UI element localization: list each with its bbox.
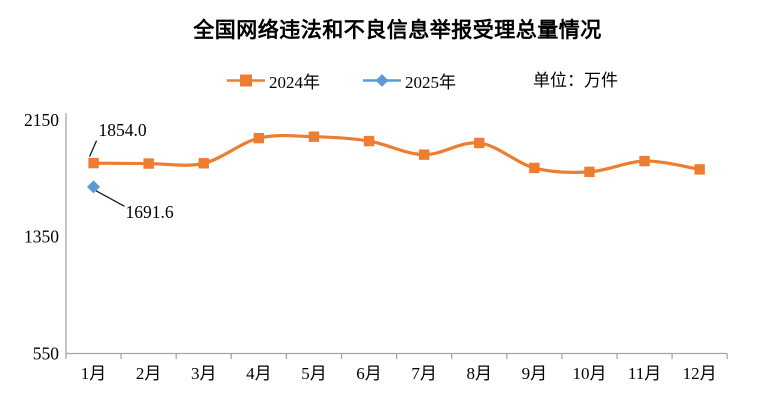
x-axis-label: 7月 bbox=[411, 364, 437, 383]
x-axis-label: 4月 bbox=[246, 364, 272, 383]
series-2024-marker bbox=[694, 164, 705, 175]
x-axis-label: 12月 bbox=[683, 364, 717, 383]
x-axis-label: 9月 bbox=[522, 364, 548, 383]
annotation-label: 1691.6 bbox=[126, 202, 174, 222]
legend-square-marker-icon bbox=[227, 74, 265, 87]
series-2024-marker bbox=[143, 158, 154, 169]
series-2024-marker bbox=[88, 157, 99, 169]
series-2024-marker bbox=[308, 131, 320, 142]
x-axis-label: 8月 bbox=[467, 364, 493, 383]
legend-item-2024: 2024年 bbox=[227, 68, 320, 93]
legend-label-2024: 2024年 bbox=[269, 73, 320, 92]
y-tick-label: 2150 bbox=[24, 110, 59, 130]
unit-label: 单位：万件 bbox=[533, 71, 618, 90]
series-2024-marker bbox=[639, 155, 650, 167]
series-2024-marker bbox=[198, 158, 209, 169]
legend-diamond-marker-icon bbox=[363, 74, 401, 87]
series-2024-line bbox=[91, 133, 702, 175]
legend-label-2025: 2025年 bbox=[405, 73, 456, 92]
x-axis-label: 1月 bbox=[81, 364, 107, 383]
series-2024-marker bbox=[584, 166, 595, 178]
chart-title: 全国网络违法和不良信息举报受理总量情况 bbox=[193, 19, 602, 42]
legend: 2024年 2025年 bbox=[227, 68, 456, 93]
annotation-leader-line bbox=[95, 190, 125, 207]
series-2024-marker bbox=[529, 162, 540, 174]
x-axis-label: 2月 bbox=[136, 364, 162, 383]
annotation-label: 1854.0 bbox=[99, 120, 147, 140]
series-2024-marker bbox=[474, 137, 485, 149]
y-tick-label: 550 bbox=[33, 344, 60, 364]
series-2024-marker bbox=[253, 132, 265, 144]
x-axis-label: 10月 bbox=[572, 364, 606, 383]
x-axis-label: 11月 bbox=[628, 364, 661, 383]
series-2024-marker bbox=[363, 135, 375, 147]
x-axis-label: 5月 bbox=[301, 364, 327, 383]
annotation-leader-line bbox=[88, 140, 98, 157]
x-axis-label: 3月 bbox=[191, 364, 217, 383]
x-axis-label: 6月 bbox=[356, 364, 382, 383]
series-2024-marker bbox=[418, 149, 430, 160]
y-tick-label: 1350 bbox=[24, 227, 59, 247]
legend-item-2025: 2025年 bbox=[363, 68, 456, 93]
